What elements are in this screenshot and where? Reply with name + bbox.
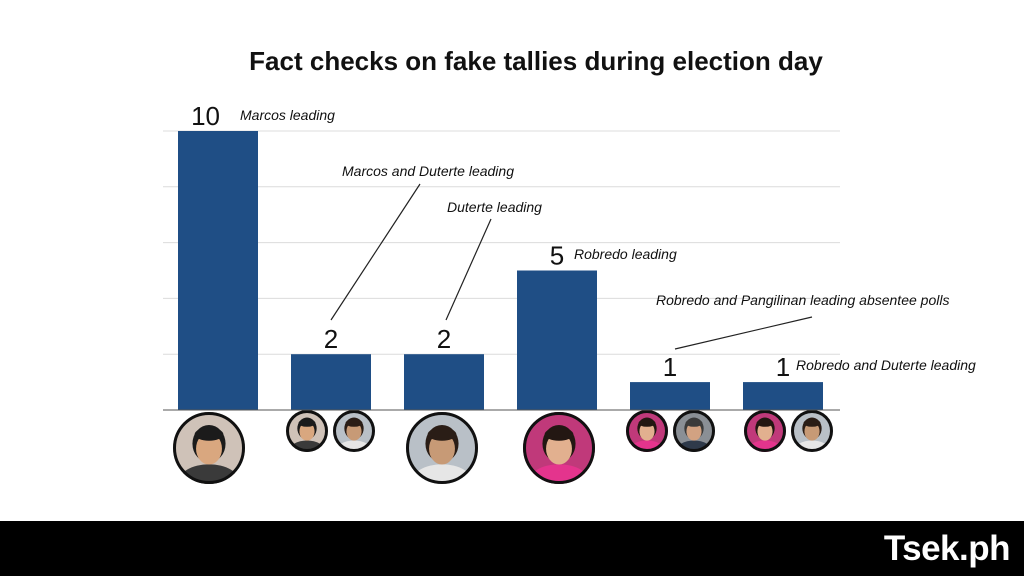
gridlines bbox=[163, 130, 840, 355]
bar-value-label: 2 bbox=[324, 324, 338, 354]
data-labels: 10 2 2 5 1 1 bbox=[191, 101, 790, 382]
chart-title: Fact checks on fake tallies during elect… bbox=[249, 46, 823, 76]
bar-value-label: 1 bbox=[776, 352, 790, 382]
bar-value-label: 1 bbox=[663, 352, 677, 382]
bar-value-label: 2 bbox=[437, 324, 451, 354]
category-annotation: Marcos leading bbox=[240, 107, 335, 123]
category-annotation: Robredo leading bbox=[574, 246, 677, 262]
marcos-avatar bbox=[173, 412, 245, 484]
category-annotation: Robredo and Duterte leading bbox=[796, 357, 976, 373]
bar bbox=[743, 382, 823, 410]
bars bbox=[178, 131, 823, 410]
logo-text: Tsek.ph bbox=[883, 529, 1011, 568]
annotation-leader-line bbox=[330, 183, 421, 321]
bar bbox=[178, 131, 258, 410]
category-annotation: Marcos and Duterte leading bbox=[342, 163, 514, 179]
bar bbox=[404, 354, 484, 410]
bar bbox=[630, 382, 710, 410]
duterte-avatar bbox=[791, 410, 833, 452]
pangilinan-avatar bbox=[673, 410, 715, 452]
bar-value-label: 5 bbox=[550, 241, 564, 271]
annotation-leader-line bbox=[445, 218, 492, 321]
duterte-avatar bbox=[333, 410, 375, 452]
bar-chart: Fact checks on fake tallies during elect… bbox=[163, 46, 976, 484]
tsek-logo: Tsek.ph bbox=[883, 527, 1011, 571]
robredo-avatar bbox=[626, 410, 668, 452]
category-annotation: Robredo and Pangilinan leading absentee … bbox=[656, 292, 949, 308]
marcos-avatar bbox=[286, 410, 328, 452]
bar bbox=[517, 270, 597, 410]
category-annotation: Duterte leading bbox=[447, 199, 542, 215]
candidate-avatars bbox=[173, 410, 833, 484]
duterte-avatar bbox=[406, 412, 478, 484]
footer-bar: Tsek.ph bbox=[0, 521, 1024, 576]
annotations: Marcos leading Marcos and Duterte leading… bbox=[240, 107, 976, 373]
annotation-leader-line bbox=[674, 316, 813, 350]
robredo-avatar bbox=[523, 412, 595, 484]
robredo-avatar bbox=[744, 410, 786, 452]
bar bbox=[291, 354, 371, 410]
bar-value-label: 10 bbox=[191, 101, 220, 131]
